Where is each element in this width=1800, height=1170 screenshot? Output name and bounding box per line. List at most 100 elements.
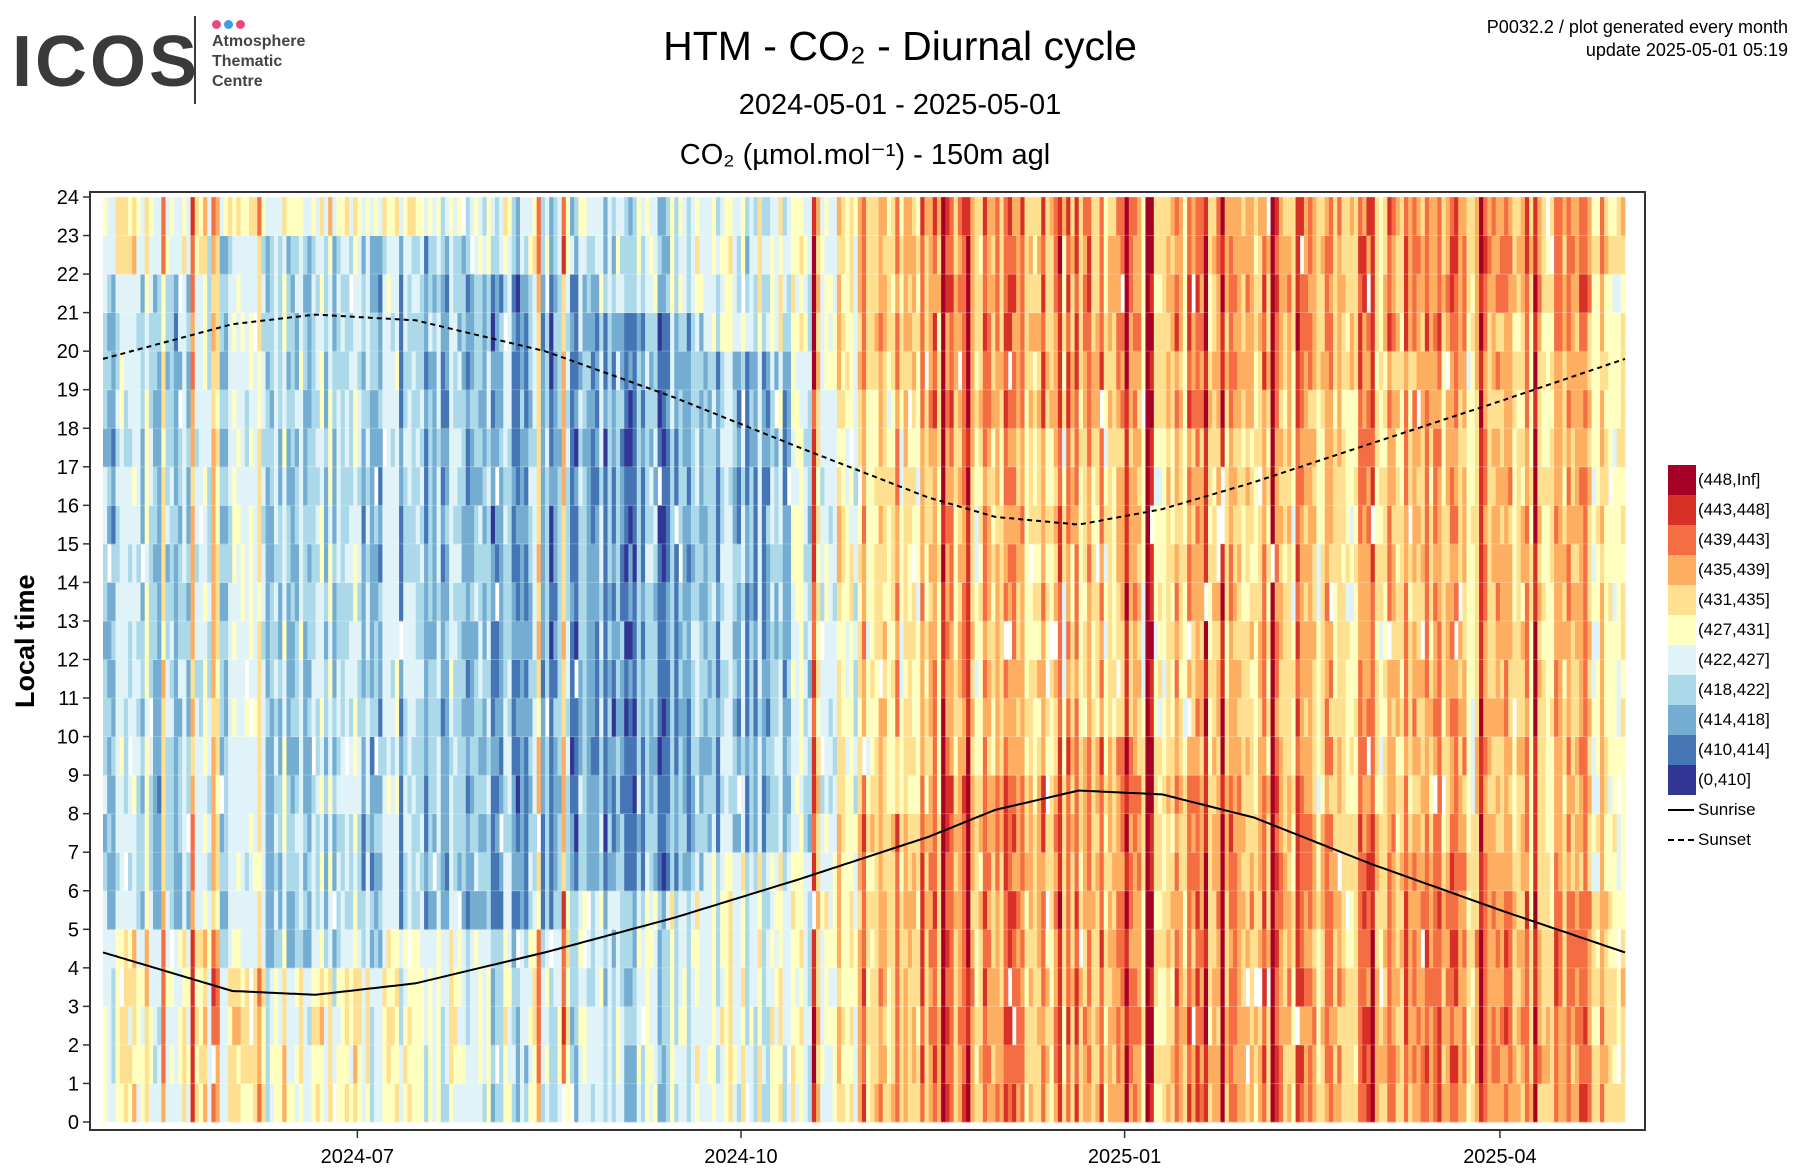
heatmap-cell — [428, 1044, 433, 1084]
heatmap-cell — [436, 1044, 442, 1084]
heatmap-cell — [290, 1083, 296, 1123]
heatmap-cell — [286, 274, 292, 314]
heatmap-cell — [970, 620, 975, 660]
heatmap-cell — [841, 890, 846, 930]
heatmap-cell — [590, 235, 596, 275]
heatmap-cell — [532, 813, 538, 853]
heatmap-cell — [186, 428, 191, 468]
heatmap-cell — [228, 466, 233, 506]
heatmap-cell — [178, 1044, 183, 1084]
heatmap-cell — [186, 620, 191, 660]
heatmap-cell — [916, 659, 921, 699]
heatmap-cell — [374, 351, 379, 391]
heatmap-cell — [399, 890, 404, 930]
heatmap-cell — [503, 698, 508, 737]
heatmap-cell — [715, 582, 721, 622]
heatmap-cell — [782, 698, 788, 737]
heatmap-cell — [298, 929, 304, 969]
heatmap-cell — [895, 543, 900, 583]
heatmap-cell — [128, 967, 133, 1007]
heatmap-cell — [282, 428, 287, 468]
heatmap-cell — [173, 466, 179, 506]
heatmap-cell — [653, 466, 658, 506]
heatmap-cell — [866, 890, 871, 930]
heatmap-cell — [882, 351, 888, 391]
heatmap-cell — [115, 466, 121, 506]
heatmap-cell — [966, 852, 971, 892]
heatmap-cell — [165, 312, 171, 352]
heatmap-cell — [282, 929, 287, 969]
heatmap-cell — [178, 351, 183, 391]
heatmap-cell — [653, 428, 658, 468]
heatmap-cell — [545, 813, 550, 853]
heatmap-cell — [182, 890, 187, 930]
heatmap-cell — [228, 620, 233, 660]
heatmap-cell — [732, 736, 738, 776]
heatmap-cell — [261, 1006, 267, 1046]
heatmap-cell — [574, 1044, 579, 1084]
heatmap-cell — [449, 813, 454, 853]
heatmap-cell — [736, 852, 742, 892]
heatmap-cell — [228, 967, 233, 1007]
heatmap-cell — [778, 813, 784, 853]
heatmap-cell — [561, 620, 567, 660]
heatmap-cell — [449, 929, 454, 969]
heatmap-cell — [457, 389, 463, 429]
heatmap-cell — [424, 929, 429, 969]
heatmap-cell — [244, 428, 250, 468]
heatmap-cell — [128, 852, 133, 892]
heatmap-cell — [728, 813, 734, 853]
heatmap-cell — [232, 312, 237, 352]
heatmap-cell — [978, 659, 984, 699]
heatmap-cell — [332, 929, 337, 969]
heatmap-cell — [524, 967, 529, 1007]
heatmap-cell — [136, 235, 141, 275]
heatmap-cell — [620, 736, 625, 776]
heatmap-cell — [791, 736, 796, 776]
heatmap-cell — [119, 890, 125, 930]
heatmap-cell — [595, 967, 600, 1007]
heatmap-cell — [791, 620, 796, 660]
heatmap-cell — [570, 1006, 575, 1046]
heatmap-cell — [740, 890, 746, 930]
heatmap-cell — [632, 351, 638, 391]
heatmap-cell — [144, 466, 150, 506]
heatmap-cell — [248, 1083, 254, 1123]
heatmap-cell — [811, 775, 817, 815]
heatmap-cell — [895, 312, 900, 352]
heatmap-cell — [853, 929, 859, 969]
heatmap-cell — [336, 736, 342, 776]
heatmap-cell — [403, 543, 408, 583]
heatmap-cell — [169, 428, 175, 468]
heatmap-cell — [574, 890, 579, 930]
heatmap-cell — [720, 235, 725, 275]
heatmap-cell — [148, 466, 154, 506]
heatmap-cell — [223, 1083, 229, 1123]
heatmap-cell — [882, 274, 888, 314]
heatmap-cell — [349, 736, 354, 776]
heatmap-cell — [561, 197, 567, 236]
heatmap-cell — [369, 698, 375, 737]
heatmap-cell — [444, 389, 450, 429]
heatmap-cell — [886, 1083, 892, 1123]
heatmap-cell — [198, 197, 204, 236]
heatmap-cell — [936, 505, 942, 545]
heatmap-cell — [186, 852, 191, 892]
logo-dot — [236, 20, 245, 29]
heatmap-cell — [190, 389, 196, 429]
heatmap-cell — [469, 852, 475, 892]
heatmap-cell — [353, 775, 358, 815]
heatmap-cell — [182, 620, 187, 660]
heatmap-cell — [278, 312, 283, 352]
heatmap-cell — [215, 736, 221, 776]
heatmap-cell — [457, 967, 463, 1007]
heatmap-cell — [311, 813, 317, 853]
heatmap-cell — [273, 698, 279, 737]
heatmap-cell — [649, 389, 654, 429]
heatmap-cell — [916, 967, 921, 1007]
heatmap-cell — [570, 736, 575, 776]
heatmap-cell — [920, 582, 925, 622]
heatmap-cell — [695, 505, 700, 545]
heatmap-cell — [891, 698, 896, 737]
heatmap-cell — [682, 505, 688, 545]
